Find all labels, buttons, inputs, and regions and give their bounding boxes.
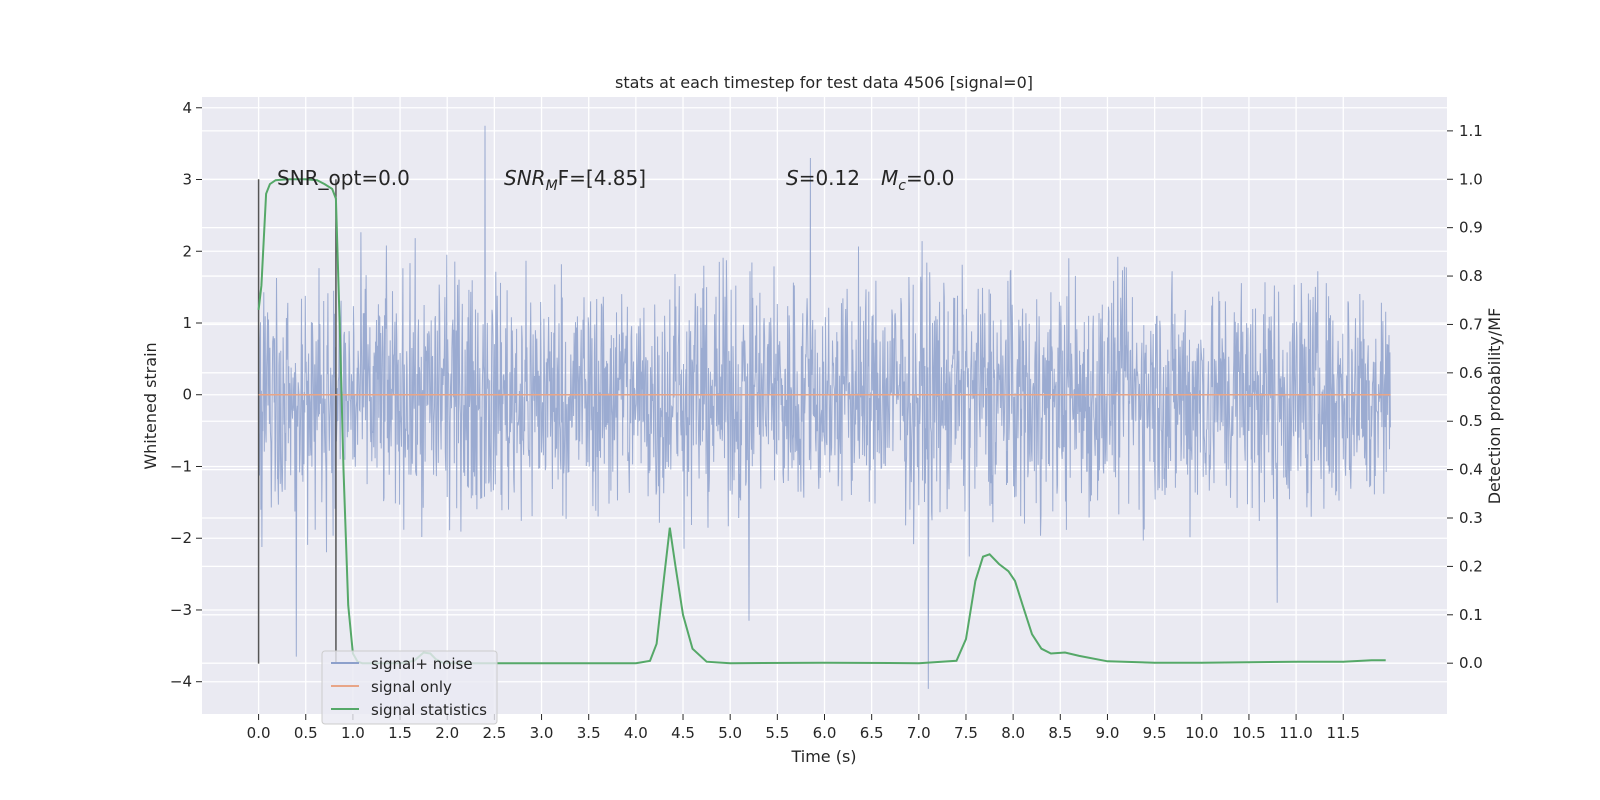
s-rest: =0.12: [799, 166, 860, 190]
x-tick-label: 8.5: [1048, 724, 1072, 742]
x-tick-label: 5.5: [765, 724, 789, 742]
y-tick-label: 3: [182, 171, 192, 189]
x-tick-label: 9.0: [1096, 724, 1120, 742]
signal-noise-series: [258, 125, 1391, 689]
snr-mf-sub: M: [546, 178, 558, 194]
y2-tick-label: 0.5: [1459, 412, 1483, 430]
y2-tick-label: 0.6: [1459, 364, 1483, 382]
y-tick-label: −1: [170, 457, 192, 475]
x-tick-label: 9.5: [1143, 724, 1167, 742]
x-tick-label: 11.0: [1279, 724, 1312, 742]
s-base: S: [786, 166, 799, 190]
x-tick-label: 4.5: [671, 724, 695, 742]
y2-tick-label: 1.0: [1459, 170, 1483, 188]
y2-tick-label: 0.1: [1459, 606, 1483, 624]
chart-title: stats at each timestep for test data 450…: [615, 73, 1033, 92]
y2-tick-label: 0.9: [1459, 219, 1483, 237]
x-tick-label: 3.0: [530, 724, 554, 742]
y2-tick-label: 0.3: [1459, 509, 1483, 527]
y2-tick-label: 0.7: [1459, 315, 1483, 333]
y-axis-label: Whitened strain: [141, 342, 160, 469]
x-tick-label: 2.5: [482, 724, 506, 742]
y-tick-label: −3: [170, 601, 192, 619]
noise-trace: [258, 125, 1391, 689]
x-tick-label: 6.5: [860, 724, 884, 742]
x-tick-label: 5.0: [718, 724, 742, 742]
x-tick-label: 7.5: [954, 724, 978, 742]
legend: signal+ noise signal only signal statist…: [321, 650, 498, 725]
x-tick-label: 10.0: [1185, 724, 1218, 742]
y-tick-label: −4: [170, 673, 192, 691]
x-axis-ticks: 0.0 0.5 1.0 1.5 2.0 2.5 3.0 3.5 4.0 4.5 5.0 5.5 6.0 6…: [247, 714, 1360, 742]
x-tick-label: 2.0: [435, 724, 459, 742]
x-tick-label: 10.5: [1232, 724, 1265, 742]
y-tick-label: 4: [182, 99, 192, 117]
x-tick-label: 7.0: [907, 724, 931, 742]
mc-sub: c: [898, 178, 906, 194]
snr-mf-annotation: SNRMF=[4.85]: [504, 166, 646, 194]
x-tick-label: 6.0: [813, 724, 837, 742]
signal-statistics-series: [257, 178, 1386, 665]
x-tick-label: 8.0: [1001, 724, 1025, 742]
y2-tick-label: 0.8: [1459, 267, 1483, 285]
x-tick-label: 0.5: [294, 724, 318, 742]
window-markers: [257, 179, 337, 664]
y2-axis-label: Detection probability/MF: [1485, 308, 1504, 505]
x-tick-label: 1.5: [388, 724, 412, 742]
snr-mf-base: SNR: [504, 166, 546, 190]
y-axis-ticks: 4 3 2 1 0 −1 −2 −3 −4: [170, 99, 202, 691]
y2-axis-ticks: 0.0 0.1 0.2 0.3 0.4 0.5 0.6 0.7 0.8 0.9 1.0 1.1: [1447, 122, 1483, 672]
x-tick-label: 0.0: [247, 724, 271, 742]
snr-mf-rest: F=[4.85]: [558, 166, 646, 190]
x-tick-label: 11.5: [1327, 724, 1360, 742]
legend-box: [321, 650, 498, 725]
x-tick-label: 3.5: [577, 724, 601, 742]
x-axis-label: Time (s): [790, 747, 856, 766]
y2-tick-label: 0.2: [1459, 557, 1483, 575]
y-tick-label: 0: [182, 386, 192, 404]
mc-rest: =0.0: [906, 166, 955, 190]
y2-tick-label: 0.0: [1459, 654, 1483, 672]
y-tick-label: 2: [182, 242, 192, 260]
y2-tick-label: 1.1: [1459, 122, 1483, 140]
x-tick-label: 1.0: [341, 724, 365, 742]
y-tick-label: 1: [182, 314, 192, 332]
signal-statistics-line: [257, 178, 1386, 665]
mc-base: M: [881, 166, 898, 190]
y-tick-label: −2: [170, 529, 192, 547]
s-annotation: S=0.12: [786, 166, 860, 190]
x-tick-label: 4.0: [624, 724, 648, 742]
y2-tick-label: 0.4: [1459, 461, 1483, 479]
legend-label-stats: signal statistics: [371, 701, 487, 719]
legend-label-signal: signal only: [371, 678, 452, 696]
snr-opt-annotation: SNR_opt=0.0: [277, 166, 410, 190]
legend-label-noise: signal+ noise: [371, 655, 473, 673]
mc-annotation: Mc=0.0: [881, 166, 955, 194]
